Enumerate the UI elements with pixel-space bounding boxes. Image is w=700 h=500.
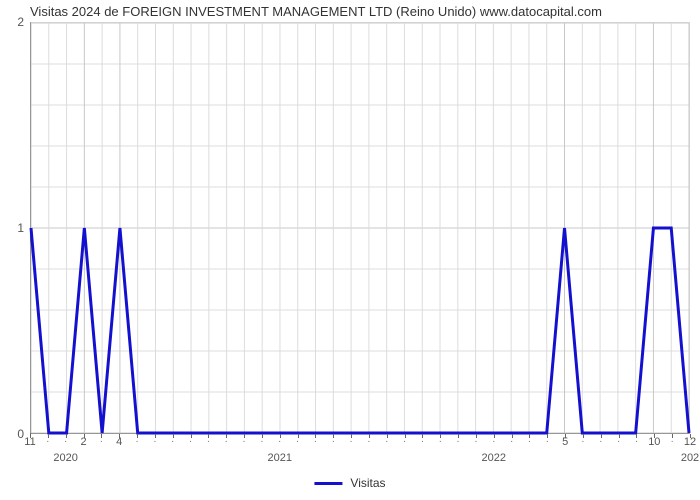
x-year-label: 2022 — [482, 452, 506, 464]
x-tick-dot: · — [153, 438, 156, 446]
x-tick-dot: · — [242, 438, 245, 446]
x-tick-dot: · — [171, 438, 174, 446]
chart-title: Visitas 2024 de FOREIGN INVESTMENT MANAG… — [30, 4, 602, 19]
x-tick-dot: · — [385, 438, 388, 446]
x-tick-dot: · — [474, 438, 477, 446]
x-tick-dot: · — [314, 438, 317, 446]
plot-svg — [31, 23, 689, 433]
x-tick-dot: · — [510, 438, 513, 446]
x-tick-dot: · — [135, 438, 138, 446]
x-year-label: 2020 — [53, 452, 77, 464]
x-tick-dot: · — [189, 438, 192, 446]
y-tick-label: 1 — [17, 221, 24, 235]
legend-swatch — [314, 482, 342, 485]
x-tick-dot: · — [225, 438, 228, 446]
chart-container: Visitas 2024 de FOREIGN INVESTMENT MANAG… — [0, 0, 700, 500]
x-tick-label: 2 — [80, 436, 86, 448]
x-tick-dot: · — [581, 438, 584, 446]
legend: Visitas — [314, 476, 385, 490]
x-tick-dot: · — [100, 438, 103, 446]
legend-label: Visitas — [350, 476, 385, 490]
x-tick-dot: · — [546, 438, 549, 446]
data-series-line — [31, 228, 689, 433]
x-tick-dot: · — [278, 438, 281, 446]
plot-area — [30, 22, 690, 434]
x-tick-dot: · — [456, 438, 459, 446]
x-tick-dot: · — [635, 438, 638, 446]
x-year-label: 202 — [681, 452, 699, 464]
x-tick-dot: · — [492, 438, 495, 446]
x-tick-dot: · — [207, 438, 210, 446]
x-tick-dot: · — [296, 438, 299, 446]
x-tick-dot: · — [332, 438, 335, 446]
x-tick-dot: · — [439, 438, 442, 446]
x-tick-dot: · — [670, 438, 673, 446]
x-tick-label: 5 — [562, 436, 568, 448]
x-tick-dot: · — [599, 438, 602, 446]
x-tick-dot: · — [528, 438, 531, 446]
y-tick-label: 0 — [17, 427, 24, 441]
x-tick-dot: · — [403, 438, 406, 446]
x-tick-dot: · — [46, 438, 49, 446]
x-tick-dot: · — [421, 438, 424, 446]
y-tick-label: 2 — [17, 15, 24, 29]
x-tick-label: 12 — [684, 436, 696, 448]
x-tick-label: 4 — [116, 436, 122, 448]
x-tick-label: 10 — [648, 436, 660, 448]
x-year-label: 2021 — [267, 452, 291, 464]
x-tick-dot: · — [349, 438, 352, 446]
x-tick-dot: · — [617, 438, 620, 446]
x-tick-dot: · — [260, 438, 263, 446]
x-tick-dot: · — [367, 438, 370, 446]
x-tick-label: 11 — [24, 436, 35, 448]
x-tick-dot: · — [64, 438, 67, 446]
